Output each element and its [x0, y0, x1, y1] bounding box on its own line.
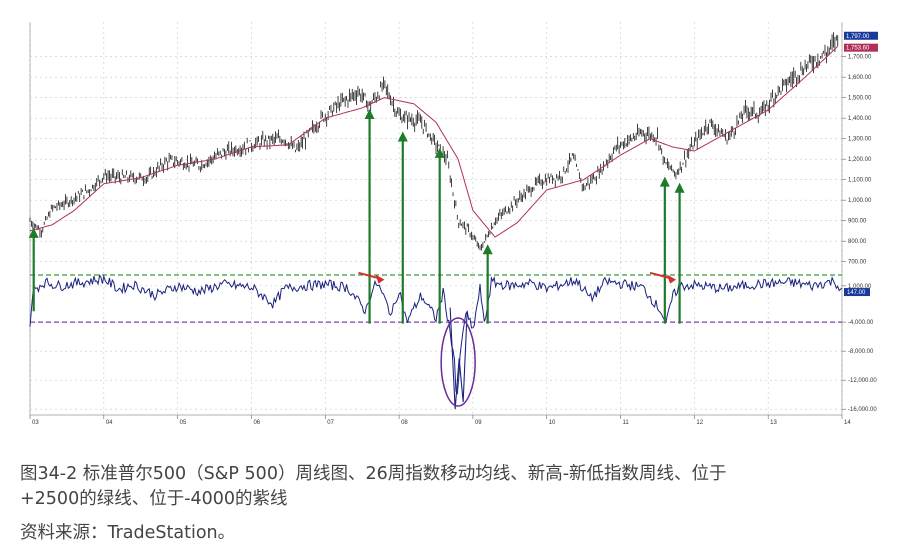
red-arrow-head	[667, 274, 677, 284]
price-tick-label: 1,300.00	[848, 137, 872, 143]
annotations	[28, 108, 685, 407]
price-tick-label: 1,000.00	[848, 198, 872, 204]
price-tick-label: 1,200.00	[848, 157, 872, 163]
x-tick-label: 13	[770, 420, 777, 426]
price-tick-label: 700.00	[848, 260, 867, 266]
purple-ellipse	[440, 317, 476, 407]
last-ema-box	[844, 43, 878, 52]
chart: 1,700.00 1,600.00 1,500.00 1,400.00 1,300.00…	[20, 12, 900, 430]
price-tick-label: 1,400.00	[848, 116, 872, 122]
x-tick-label: 06	[253, 420, 260, 426]
last-price-label: 1,797.00	[846, 34, 870, 40]
price-tick-label: 1,100.00	[848, 178, 872, 184]
ema-line	[29, 46, 838, 238]
price-tick-label: 1,500.00	[848, 96, 872, 102]
price-tick-label: 900.00	[848, 219, 867, 225]
last-indicator-label: 147.00	[847, 290, 866, 296]
red-arrow-head	[375, 274, 385, 284]
caption-line-1: 图34-2 标准普尔500（S&P 500）周线图、26周指数移动均线、新高-新…	[20, 464, 727, 484]
green-arrow-head	[674, 182, 685, 193]
x-tick-label: 09	[475, 420, 482, 426]
grid	[29, 22, 843, 416]
indicator-tick-label: -16,000.00	[848, 407, 877, 413]
price-tick-label: 1,600.00	[848, 75, 872, 81]
indicator-tick-label: 1,000.00	[848, 284, 872, 290]
green-arrow-head	[482, 244, 493, 255]
nh-nl-line	[29, 274, 843, 395]
x-tick-label: 11	[623, 420, 630, 426]
x-tick-label: 04	[106, 420, 113, 426]
caption-source: 资料来源：TradeStation。	[20, 523, 236, 543]
indicator-tick-label: -12,000.00	[848, 378, 877, 384]
chart-svg: 1,700.00 1,600.00 1,500.00 1,400.00 1,300.00…	[20, 12, 900, 430]
x-tick-label: 10	[549, 420, 556, 426]
x-tick-label: 08	[401, 420, 408, 426]
indicator-tick-label: -4,000.00	[848, 320, 874, 326]
axes: 1,700.00 1,600.00 1,500.00 1,400.00 1,300.00…	[29, 31, 878, 426]
green-arrow-head	[434, 147, 445, 158]
last-price-box	[844, 31, 878, 40]
x-tick-label: 12	[696, 420, 703, 426]
x-tick-label: 05	[180, 420, 187, 426]
price-tick-label: 1,700.00	[848, 55, 872, 61]
price-tick-label: 800.00	[848, 239, 867, 245]
nh-nl-crash-spike	[449, 307, 468, 410]
green-arrow-head	[397, 131, 408, 142]
price-panel	[29, 32, 839, 251]
caption-line-2: +2500的绿线、位于-4000的紫线	[20, 489, 288, 509]
last-indicator-box	[844, 288, 870, 297]
green-arrow-head	[659, 176, 670, 187]
indicator-panel	[29, 274, 843, 410]
green-arrow-head	[28, 227, 39, 238]
indicator-tick-label: -8,000.00	[848, 349, 874, 355]
x-tick-label: 03	[32, 420, 39, 426]
green-arrow-head	[364, 108, 375, 119]
level-lines	[30, 274, 842, 323]
x-tick-label: 14	[844, 420, 851, 426]
last-ema-label: 1,753.60	[846, 46, 870, 52]
x-tick-label: 07	[327, 420, 334, 426]
